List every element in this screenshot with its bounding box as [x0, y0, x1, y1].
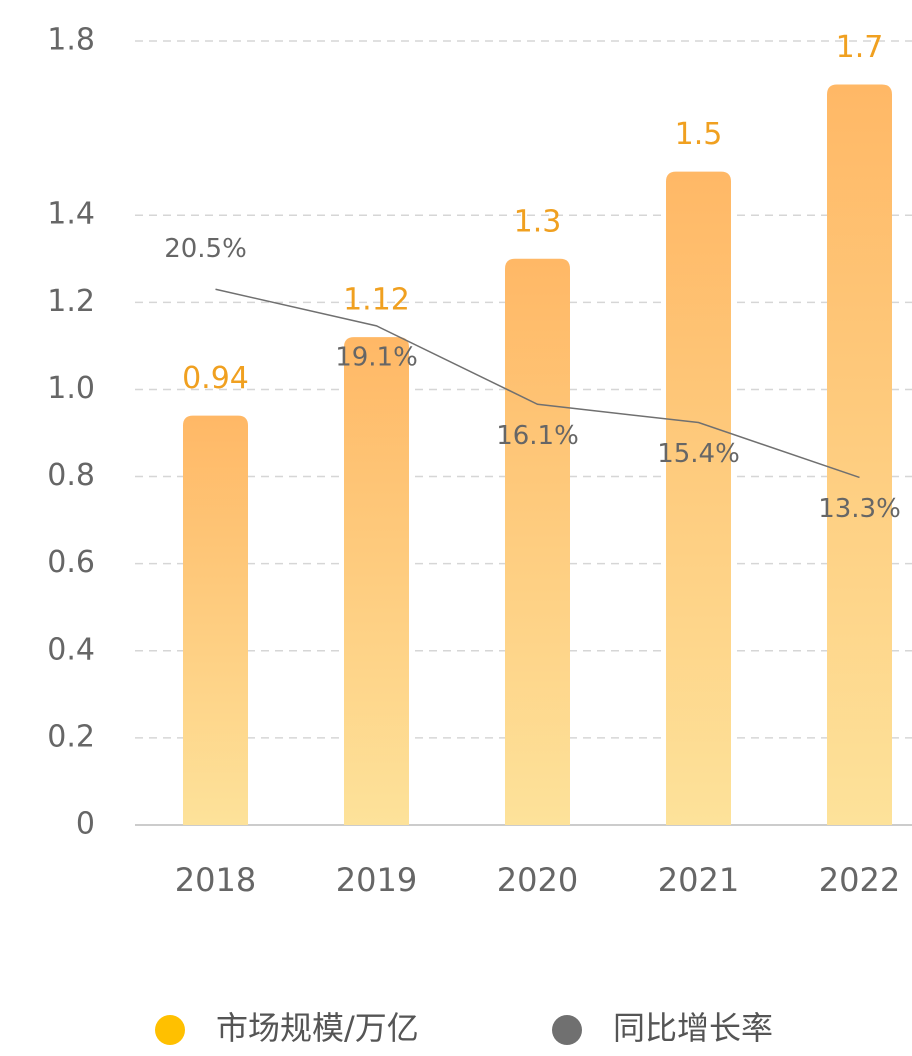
bar [827, 84, 892, 826]
line-value-label: 19.1% [335, 342, 418, 372]
bar-value-label: 1.5 [675, 117, 723, 152]
y-tick-label: 0.4 [47, 632, 95, 667]
legend-label: 同比增长率 [613, 1009, 773, 1047]
bar-value-label: 1.3 [514, 204, 562, 239]
bar [183, 415, 248, 825]
y-tick-label: 0 [76, 807, 95, 842]
bar-value-label: 1.7 [836, 30, 884, 65]
x-tick-label: 2018 [175, 861, 256, 899]
x-tick-label: 2019 [336, 861, 417, 899]
y-tick-label: 0.2 [47, 719, 95, 754]
x-tick-label: 2021 [658, 861, 739, 899]
line-value-label: 13.3% [818, 494, 901, 524]
y-tick-label: 1.2 [47, 284, 95, 319]
y-tick-label: 1.4 [47, 197, 95, 232]
legend-marker [155, 1015, 185, 1045]
bar [344, 337, 409, 825]
line [215, 288, 860, 479]
bar-value-label: 0.94 [182, 361, 249, 396]
bar [666, 171, 731, 825]
line-value-label: 20.5% [164, 234, 247, 264]
y-tick-label: 0.6 [47, 545, 95, 580]
legend-label: 市场规模/万亿 [216, 1009, 419, 1047]
bar-value-label: 1.12 [343, 283, 410, 318]
y-tick-label: 1.8 [47, 23, 95, 58]
legend-marker [552, 1015, 582, 1045]
x-tick-label: 2022 [819, 861, 900, 899]
x-tick-label: 2020 [497, 861, 578, 899]
y-tick-label: 1.0 [47, 371, 95, 406]
line-value-label: 16.1% [496, 421, 579, 451]
y-tick-label: 0.8 [47, 458, 95, 493]
line-value-label: 15.4% [657, 439, 740, 469]
bar [505, 258, 570, 825]
